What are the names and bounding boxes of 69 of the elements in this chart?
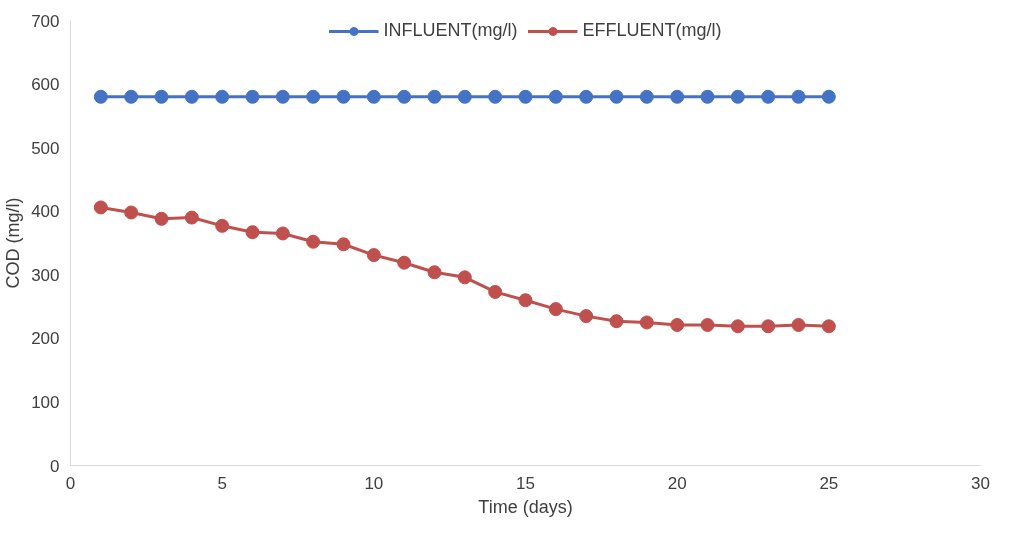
x-tick-label: 15 <box>516 473 535 493</box>
legend-label: INFLUENT(mg/l) <box>383 20 518 41</box>
point <box>215 218 230 233</box>
y-tick-label: 300 <box>31 265 60 285</box>
point <box>93 89 108 104</box>
point <box>397 255 412 270</box>
point <box>215 89 230 104</box>
point <box>336 237 351 252</box>
point <box>488 89 503 104</box>
point <box>488 284 503 299</box>
point <box>761 89 776 104</box>
x-tick-label: 5 <box>217 473 227 493</box>
x-axis-title: Time (days) <box>478 496 573 517</box>
point <box>457 270 472 285</box>
point <box>184 210 199 225</box>
x-tick-label: 30 <box>971 473 990 493</box>
point <box>366 89 381 104</box>
point <box>184 89 199 104</box>
x-tick-label: 25 <box>819 473 839 493</box>
y-tick-label: 100 <box>31 392 60 412</box>
x-tick-label: 10 <box>364 473 384 493</box>
legend-label: EFFLUENT(mg/l) <box>582 20 722 41</box>
point <box>427 89 442 104</box>
point <box>670 89 685 104</box>
point <box>639 89 654 104</box>
point <box>366 248 381 263</box>
y-axis-title: COD (mg/l) <box>3 197 24 289</box>
y-tick-label: 400 <box>31 202 60 222</box>
point <box>791 318 806 332</box>
point <box>548 302 563 317</box>
point <box>761 319 776 334</box>
point <box>639 315 654 330</box>
point <box>730 319 745 334</box>
point <box>124 205 139 220</box>
point <box>579 89 594 104</box>
point <box>730 89 745 104</box>
point <box>336 89 351 104</box>
x-tick-label: 20 <box>667 473 687 493</box>
y-tick-label: 200 <box>31 329 60 349</box>
point <box>700 318 715 332</box>
point <box>700 89 715 104</box>
y-tick-label: 600 <box>31 75 60 95</box>
point <box>791 89 806 104</box>
point <box>457 89 472 104</box>
point <box>609 89 624 104</box>
point <box>124 89 139 104</box>
x-tick-label: 0 <box>65 473 76 493</box>
point <box>154 89 169 104</box>
y-tick-label: 0 <box>50 456 60 476</box>
point <box>821 89 836 104</box>
point <box>609 314 624 329</box>
point <box>579 309 594 324</box>
point <box>670 318 685 332</box>
point <box>245 89 260 104</box>
point <box>306 89 321 104</box>
point <box>821 319 836 334</box>
point <box>427 265 442 280</box>
point <box>548 89 563 104</box>
point <box>518 293 533 308</box>
y-tick-label: 500 <box>31 138 60 158</box>
point <box>518 89 533 104</box>
point <box>397 89 412 104</box>
y-tick-label: 700 <box>31 11 60 31</box>
point <box>154 211 169 226</box>
point <box>93 200 108 215</box>
point <box>275 226 290 241</box>
point <box>306 234 321 249</box>
point <box>245 225 260 240</box>
point <box>275 89 290 104</box>
